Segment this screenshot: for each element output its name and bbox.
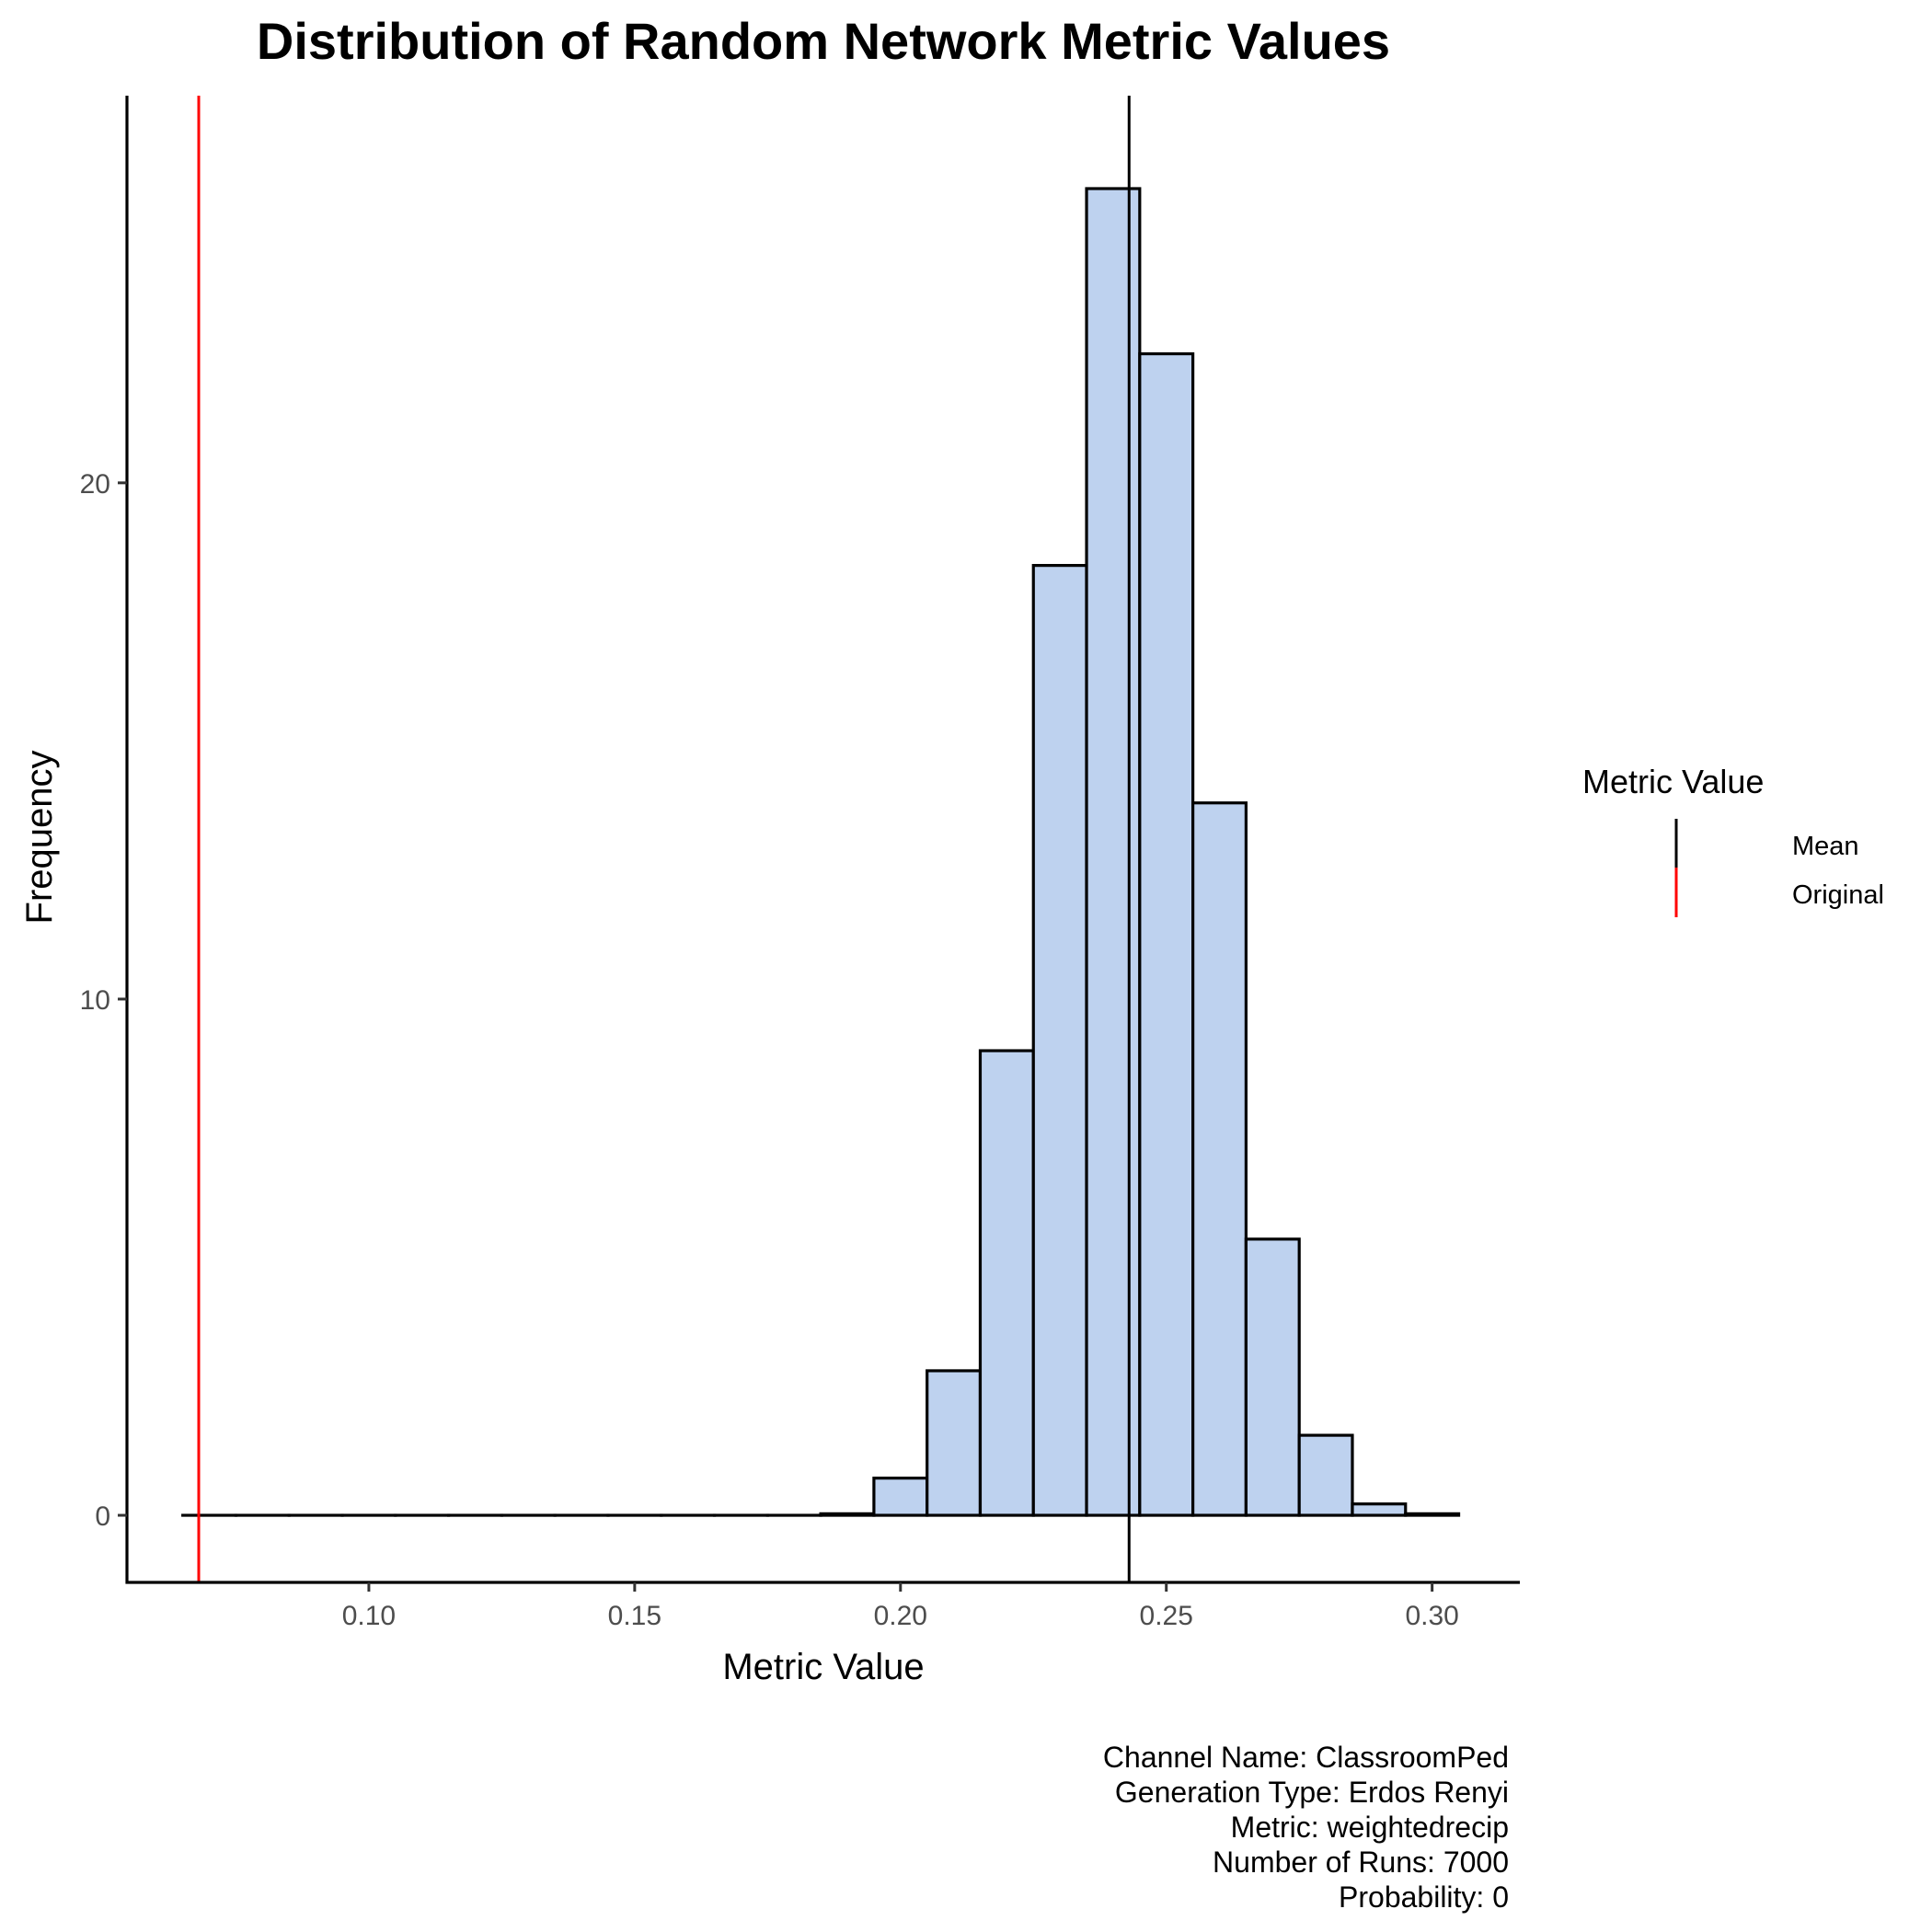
- reference-lines: [197, 96, 1131, 1582]
- histogram-bars: [181, 187, 1461, 1517]
- legend: Metric Value Mean Original: [1582, 763, 1884, 917]
- axes: [125, 96, 1520, 1584]
- caption: Channel Name: ClassroomPed Generation Ty…: [1103, 1741, 1509, 1914]
- y-tick-label-2: 20: [80, 469, 110, 500]
- x-axis-ticks: 0.10 0.15 0.20 0.25 0.30: [342, 1582, 1459, 1631]
- histogram-bar-14: [926, 1369, 983, 1517]
- y-axis-label: Frequency: [19, 751, 60, 925]
- caption-probability: Probability: 0: [1339, 1880, 1509, 1914]
- histogram-bar-23: [1404, 1512, 1461, 1517]
- histogram-bar-19: [1191, 801, 1248, 1517]
- caption-number-of-runs: Number of Runs: 7000: [1213, 1846, 1509, 1879]
- legend-title: Metric Value: [1582, 763, 1764, 800]
- histogram-bar-22: [1351, 1502, 1408, 1517]
- x-tick-label-4: 0.30: [1405, 1601, 1458, 1631]
- caption-metric: Metric: weightedrecip: [1231, 1811, 1509, 1844]
- y-axis-ticks: 0 10 20: [80, 469, 127, 1532]
- chart-title: Distribution of Random Network Metric Va…: [257, 12, 1390, 70]
- x-tick-label-0: 0.10: [342, 1601, 396, 1631]
- x-tick-label-3: 0.25: [1140, 1601, 1193, 1631]
- legend-label-original: Original: [1792, 880, 1884, 910]
- caption-generation-type: Generation Type: Erdos Renyi: [1115, 1776, 1509, 1809]
- legend-label-mean: Mean: [1792, 832, 1859, 861]
- histogram-bar-21: [1297, 1433, 1354, 1517]
- x-tick-label-1: 0.15: [608, 1601, 661, 1631]
- x-axis-label: Metric Value: [722, 1647, 924, 1687]
- histogram-bar-17: [1085, 187, 1142, 1517]
- histogram-bar-13: [872, 1477, 929, 1517]
- histogram-bar-20: [1244, 1237, 1301, 1517]
- histogram-bar-12: [819, 1512, 876, 1517]
- y-tick-label-0: 0: [95, 1501, 110, 1532]
- histogram-bar-15: [978, 1049, 1035, 1517]
- x-tick-label-2: 0.20: [874, 1601, 927, 1631]
- y-tick-label-1: 10: [80, 985, 110, 1016]
- histogram-bar-16: [1031, 564, 1088, 1517]
- caption-channel-name: Channel Name: ClassroomPed: [1103, 1741, 1509, 1774]
- histogram-bar-18: [1138, 351, 1195, 1517]
